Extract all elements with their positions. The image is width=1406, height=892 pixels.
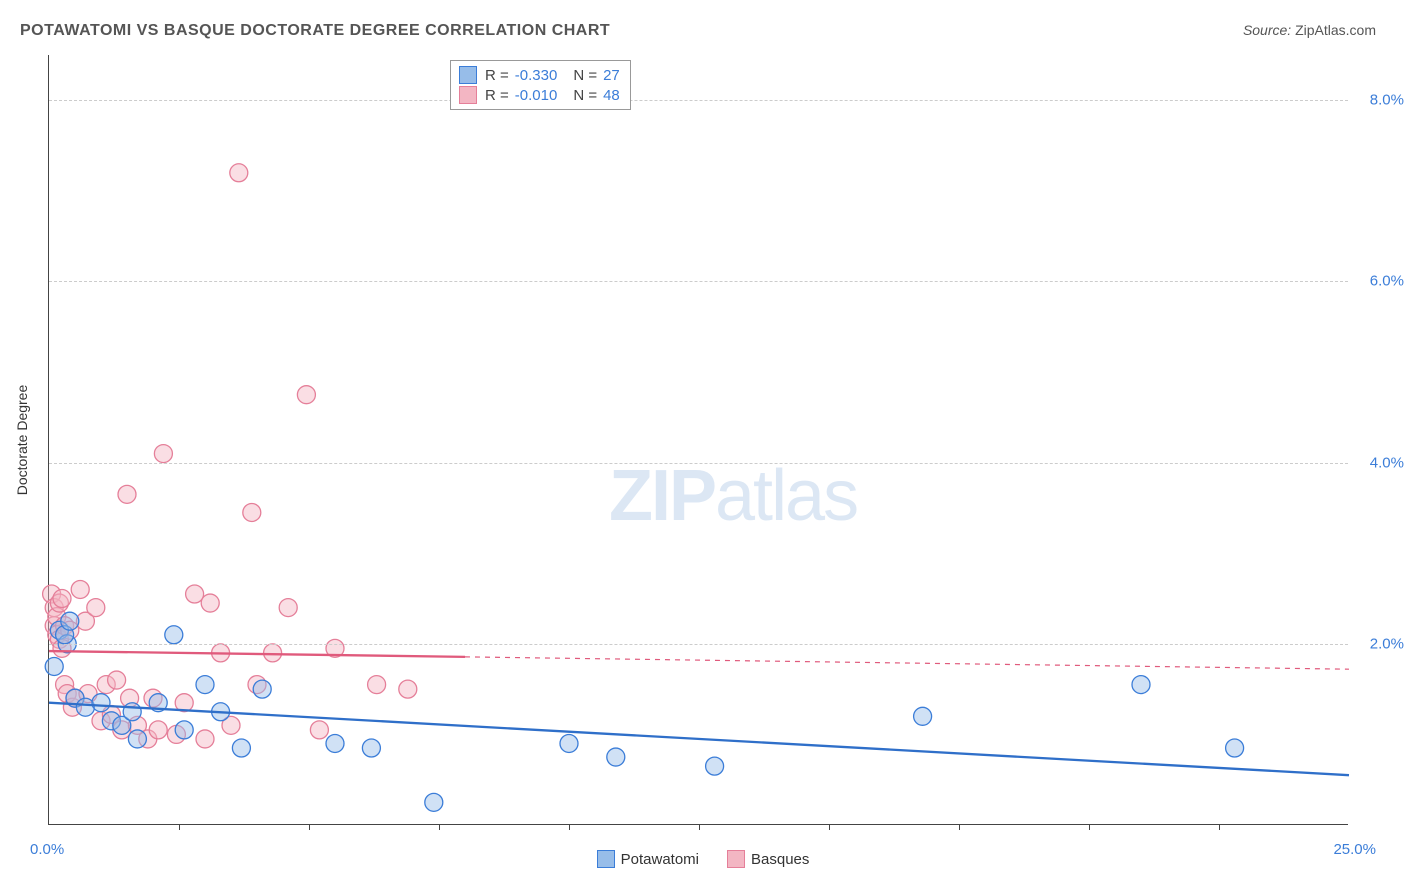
legend-item: Basques <box>727 850 809 868</box>
y-tick-label: 4.0% <box>1354 454 1404 471</box>
x-tick <box>439 824 440 830</box>
data-point <box>607 748 625 766</box>
data-point <box>118 485 136 503</box>
data-point <box>368 676 386 694</box>
y-tick-label: 2.0% <box>1354 635 1404 652</box>
x-tick <box>829 824 830 830</box>
data-point <box>310 721 328 739</box>
gridline <box>49 644 1348 645</box>
r-label: R = <box>485 67 509 84</box>
data-point <box>399 680 417 698</box>
data-point <box>326 734 344 752</box>
data-point <box>186 585 204 603</box>
data-point <box>914 707 932 725</box>
swatch-icon <box>597 850 615 868</box>
data-point <box>128 730 146 748</box>
data-point <box>123 703 141 721</box>
data-point <box>1226 739 1244 757</box>
data-point <box>154 445 172 463</box>
data-point <box>165 626 183 644</box>
legend-series: Potawatomi Basques <box>0 850 1406 872</box>
data-point <box>560 734 578 752</box>
legend-stat-row: R = -0.010 N = 48 <box>459 85 620 105</box>
chart-title: POTAWATOMI VS BASQUE DOCTORATE DEGREE CO… <box>20 22 610 40</box>
data-point <box>279 599 297 617</box>
data-point <box>264 644 282 662</box>
n-value: 48 <box>603 87 620 104</box>
legend-stat-row: R = -0.330 N = 27 <box>459 65 620 85</box>
swatch-icon <box>459 86 477 104</box>
n-value: 27 <box>603 67 620 84</box>
data-point <box>706 757 724 775</box>
data-point <box>201 594 219 612</box>
source-label: Source: <box>1243 22 1291 38</box>
data-point <box>71 580 89 598</box>
n-label: N = <box>573 87 597 104</box>
data-point <box>196 676 214 694</box>
x-tick <box>959 824 960 830</box>
data-point <box>61 612 79 630</box>
gridline <box>49 100 1348 101</box>
plot-svg <box>49 55 1348 824</box>
x-tick <box>309 824 310 830</box>
y-tick-label: 6.0% <box>1354 273 1404 290</box>
data-point <box>87 599 105 617</box>
trend-line <box>49 651 465 657</box>
x-tick <box>1089 824 1090 830</box>
series-name: Basques <box>751 851 809 868</box>
gridline <box>49 463 1348 464</box>
data-point <box>92 694 110 712</box>
data-point <box>425 793 443 811</box>
data-point <box>149 721 167 739</box>
series-name: Potawatomi <box>621 851 699 868</box>
data-point <box>45 657 63 675</box>
source-name: ZipAtlas.com <box>1295 22 1376 38</box>
swatch-icon <box>727 850 745 868</box>
data-point <box>362 739 380 757</box>
source-attr: Source: ZipAtlas.com <box>1243 22 1376 38</box>
r-label: R = <box>485 87 509 104</box>
r-value: -0.330 <box>515 67 558 84</box>
x-tick <box>1219 824 1220 830</box>
legend-item: Potawatomi <box>597 850 699 868</box>
data-point <box>253 680 271 698</box>
x-tick <box>179 824 180 830</box>
data-point <box>196 730 214 748</box>
n-label: N = <box>573 67 597 84</box>
data-point <box>1132 676 1150 694</box>
data-point <box>230 164 248 182</box>
data-point <box>232 739 250 757</box>
data-point <box>243 503 261 521</box>
gridline <box>49 281 1348 282</box>
data-point <box>297 386 315 404</box>
data-point <box>175 721 193 739</box>
data-point <box>53 590 71 608</box>
legend-stats: R = -0.330 N = 27 R = -0.010 N = 48 <box>450 60 631 110</box>
x-tick <box>699 824 700 830</box>
data-point <box>108 671 126 689</box>
y-tick-label: 8.0% <box>1354 92 1404 109</box>
swatch-icon <box>459 66 477 84</box>
r-value: -0.010 <box>515 87 558 104</box>
y-axis-title: Doctorate Degree <box>14 385 30 496</box>
trend-line-dashed <box>465 657 1349 669</box>
x-tick <box>569 824 570 830</box>
plot-area: ZIPatlas 2.0%4.0%6.0%8.0% <box>48 55 1348 825</box>
